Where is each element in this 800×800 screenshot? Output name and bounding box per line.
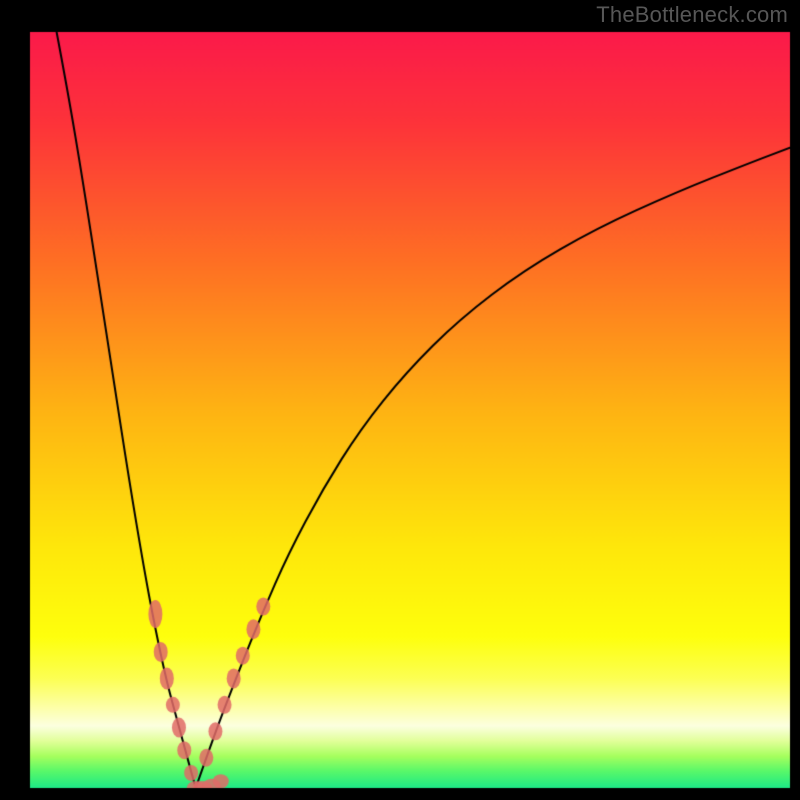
chart-container: TheBottleneck.com	[0, 0, 800, 800]
watermark-text: TheBottleneck.com	[596, 2, 788, 28]
bottleneck-curve-chart	[0, 0, 800, 800]
